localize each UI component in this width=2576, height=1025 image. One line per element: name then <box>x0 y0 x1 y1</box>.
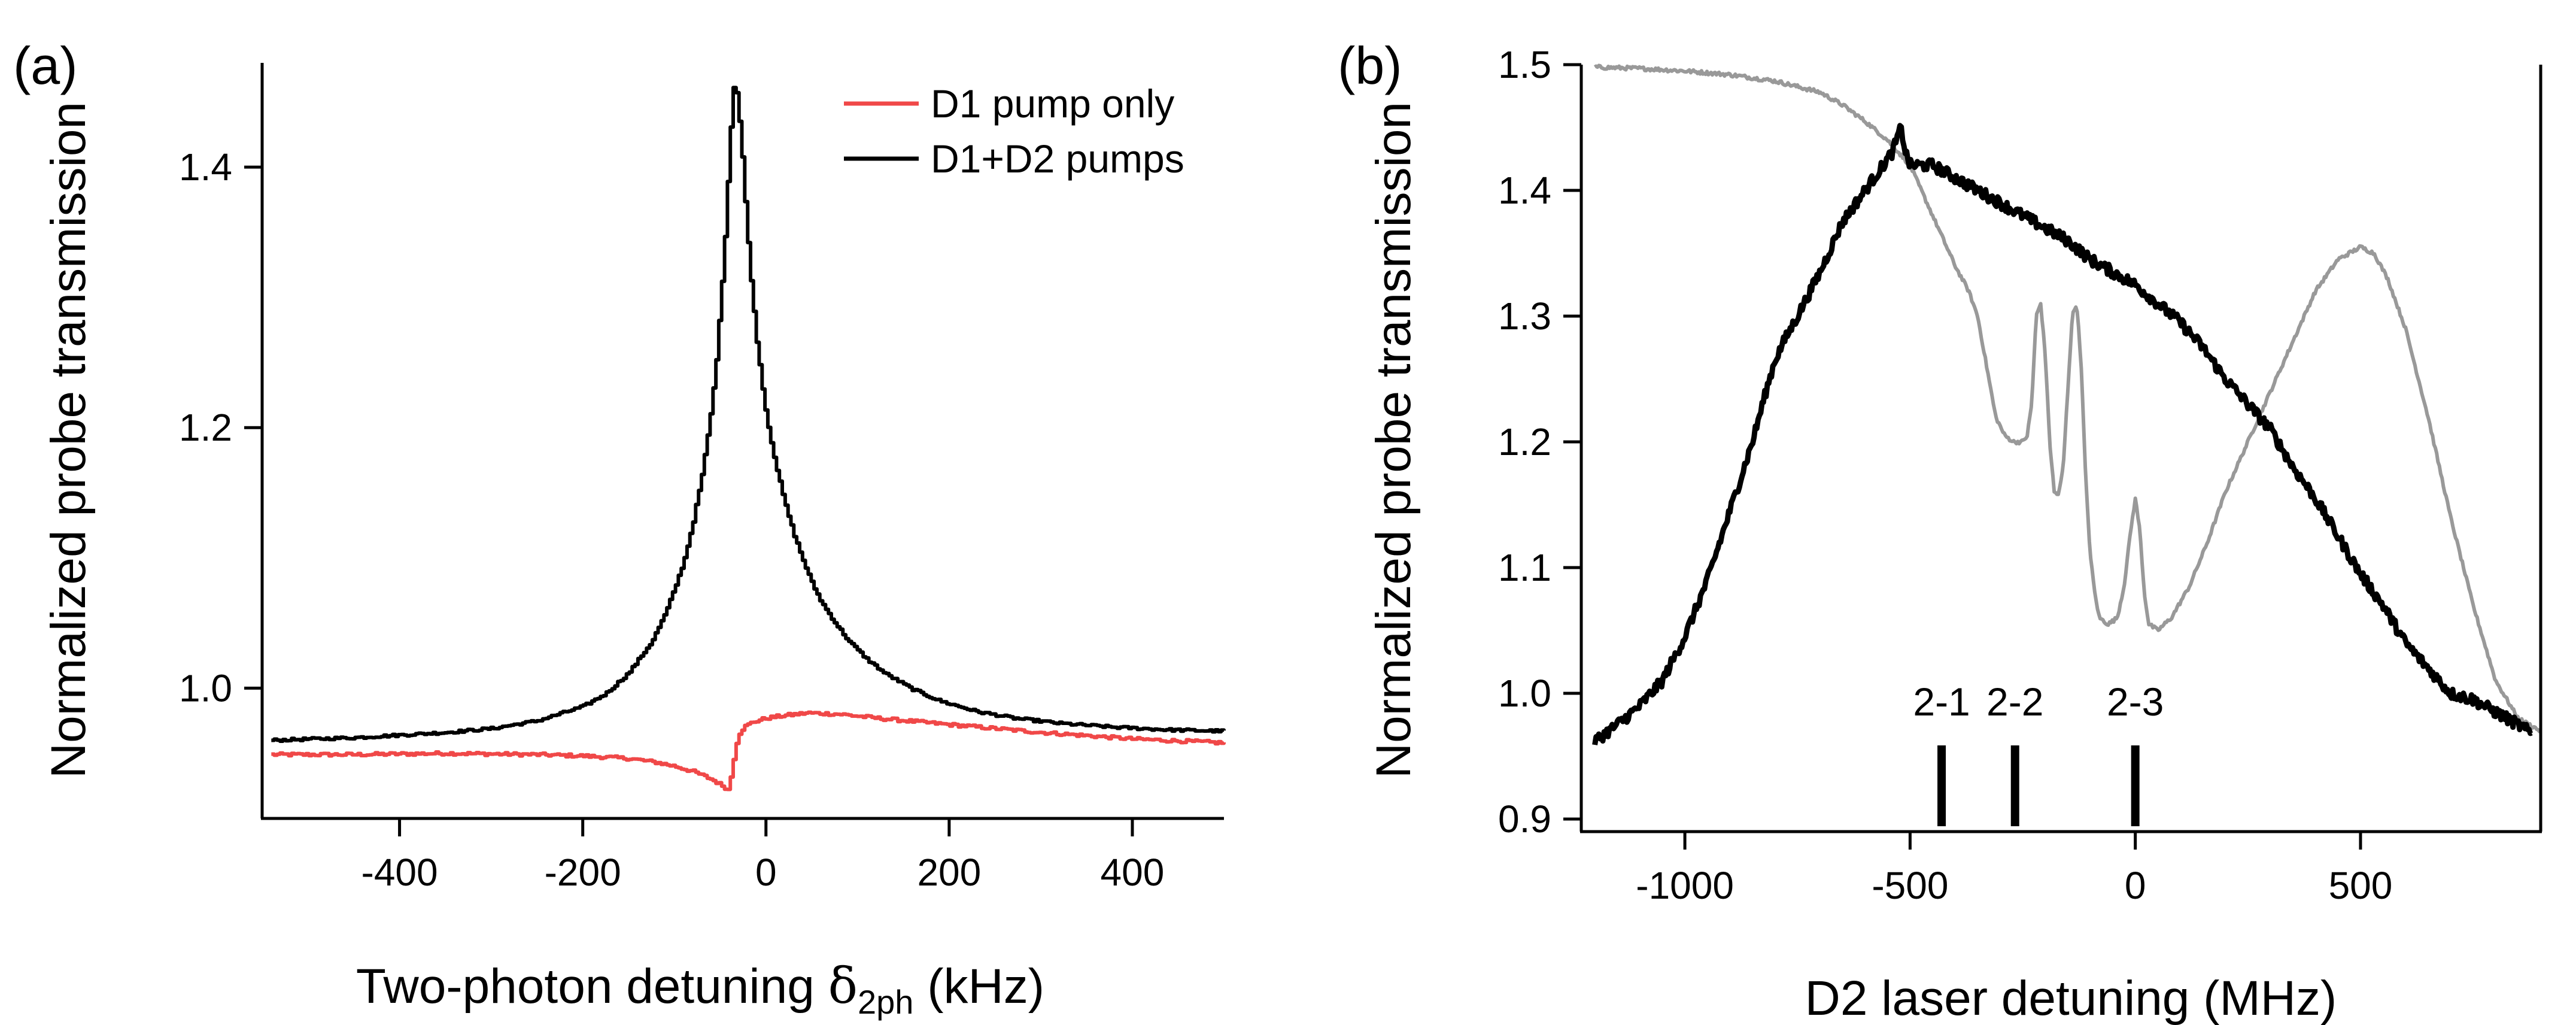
transition-label-2-3: 2-3 <box>2107 680 2164 724</box>
panel-a-y-axis-title: Normalized probe transmission <box>41 102 96 778</box>
transition-label-2-1: 2-1 <box>1913 680 1970 724</box>
panel-a: (a) -400 -200 0 200 400 1.0 1.2 1.4 Two-photon… <box>13 36 1226 1021</box>
x-tick-label: -500 <box>1872 864 1948 907</box>
panel-b-y-ticks: 0.9 1.0 1.1 1.2 1.3 1.4 1.5 <box>1498 43 1581 841</box>
series-line-reference-spectrum <box>1593 63 2542 733</box>
panel-b-x-ticks: -1000 -500 0 500 <box>1636 832 2392 907</box>
panel-b-transition-markers: 2-1 2-2 2-3 <box>1913 680 2164 826</box>
series-line-d1-d2-pumps <box>1592 123 2534 745</box>
x-tick-label: 400 <box>1101 851 1165 894</box>
panel-a-y-ticks: 1.0 1.2 1.4 <box>179 145 262 709</box>
y-tick-label: 1.2 <box>179 406 232 449</box>
x-tick-label: 0 <box>2125 864 2146 907</box>
panel-a-x-axis-title: Two-photon detuning δ2ph (kHz) <box>356 958 1044 1021</box>
x-tick-label: 500 <box>2329 864 2393 907</box>
panel-a-label: (a) <box>13 36 78 95</box>
transition-label-2-2: 2-2 <box>1986 680 2043 724</box>
y-tick-label: 1.5 <box>1498 43 1551 86</box>
panel-a-series <box>271 86 1226 792</box>
y-tick-label: 1.2 <box>1498 420 1551 463</box>
y-tick-label: 1.0 <box>1498 672 1551 715</box>
y-tick-label: 1.0 <box>179 666 232 709</box>
y-tick-label: 1.1 <box>1498 546 1551 589</box>
panel-a-x-ticks: -400 -200 0 200 400 <box>362 818 1165 894</box>
x-tick-label: -1000 <box>1636 864 1734 907</box>
panel-b-series <box>1592 63 2542 745</box>
x-tick-label: 0 <box>755 851 777 894</box>
x-tick-label: -200 <box>545 851 621 894</box>
y-tick-label: 1.3 <box>1498 295 1551 338</box>
legend-label-d1-pump-only: D1 pump only <box>931 81 1174 126</box>
legend-label-d1-d2-pumps: D1+D2 pumps <box>931 137 1184 181</box>
x-tick-label: -400 <box>362 851 438 894</box>
y-tick-label: 0.9 <box>1498 797 1551 841</box>
y-tick-label: 1.4 <box>1498 169 1551 212</box>
series-line-d1-pump-only <box>271 710 1226 792</box>
y-tick-label: 1.4 <box>179 145 232 189</box>
panel-b-x-axis-title: D2 laser detuning (MHz) <box>1805 971 2337 1025</box>
panel-b: (b) -1000 -500 0 500 0.91.01.11.21.31.41.5 … <box>1338 36 2542 1025</box>
series-line-d1-d2-pumps <box>271 86 1226 743</box>
x-tick-label: 200 <box>917 851 981 894</box>
panel-b-label: (b) <box>1338 36 1402 95</box>
panel-a-legend: D1 pump only D1+D2 pumps <box>844 81 1184 181</box>
panel-b-y-axis-title: Normalized probe transmission <box>1366 102 1421 778</box>
